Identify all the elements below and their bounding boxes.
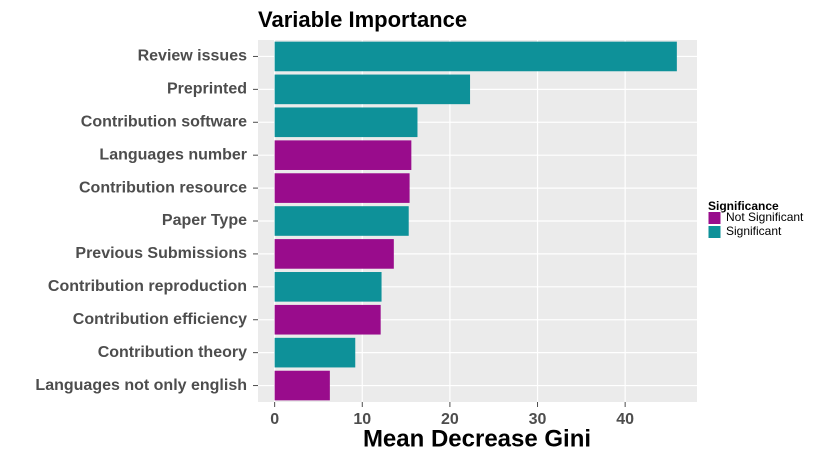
legend-swatch (707, 211, 722, 225)
legend-title: Significance (708, 199, 779, 213)
y-tick-label: Previous Submissions (75, 245, 247, 262)
legend-label: Significant (726, 224, 782, 238)
y-tick-label: Contribution software (81, 113, 247, 130)
x-tick-label: 30 (529, 411, 547, 428)
bar (274, 173, 410, 203)
y-tick-label: Preprinted (167, 81, 247, 98)
bar (274, 206, 409, 236)
legend-label: Not Significant (726, 210, 804, 224)
bar (274, 41, 677, 72)
y-tick-label: Review issues (138, 48, 248, 65)
x-axis-label: Mean Decrease Gini (363, 425, 591, 452)
x-tick-label: 20 (441, 411, 459, 428)
bar (274, 140, 412, 170)
y-tick-label: Languages number (99, 146, 247, 163)
chart-title: Variable Importance (258, 7, 467, 32)
bar (274, 74, 471, 105)
bar (274, 304, 381, 335)
x-tick-label: 40 (616, 411, 634, 428)
y-tick-label: Contribution efficiency (73, 311, 247, 328)
y-tick-label: Contribution theory (98, 344, 247, 361)
y-tick-label: Contribution reproduction (48, 278, 247, 295)
y-tick-label: Paper Type (162, 212, 247, 229)
bar (274, 107, 418, 138)
y-tick-label: Contribution resource (79, 179, 247, 196)
x-tick-label: 10 (353, 411, 371, 428)
bar (274, 337, 356, 368)
bar (274, 272, 382, 302)
bar (274, 370, 330, 401)
legend-swatch (707, 225, 722, 239)
y-tick-label: Languages not only english (35, 377, 247, 394)
x-tick-label: 0 (270, 411, 279, 428)
bar (274, 239, 394, 269)
